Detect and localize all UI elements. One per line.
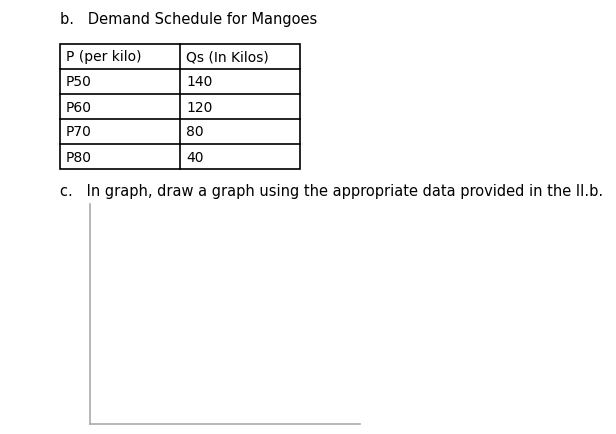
Text: 140: 140 (186, 76, 213, 89)
Bar (60, 45, 300, 170)
Text: c.   In graph, draw a graph using the appropriate data provided in the II.b.: c. In graph, draw a graph using the appr… (60, 184, 603, 198)
Text: P80: P80 (66, 150, 92, 164)
Text: b.   Demand Schedule for Mangoes: b. Demand Schedule for Mangoes (60, 12, 317, 27)
Text: 40: 40 (186, 150, 203, 164)
Text: 120: 120 (186, 100, 213, 114)
Text: 80: 80 (186, 125, 204, 139)
Text: Qs (In Kilos): Qs (In Kilos) (186, 50, 269, 64)
Text: P70: P70 (66, 125, 92, 139)
Text: P (per kilo): P (per kilo) (66, 50, 142, 64)
Text: P50: P50 (66, 76, 92, 89)
Text: P60: P60 (66, 100, 92, 114)
